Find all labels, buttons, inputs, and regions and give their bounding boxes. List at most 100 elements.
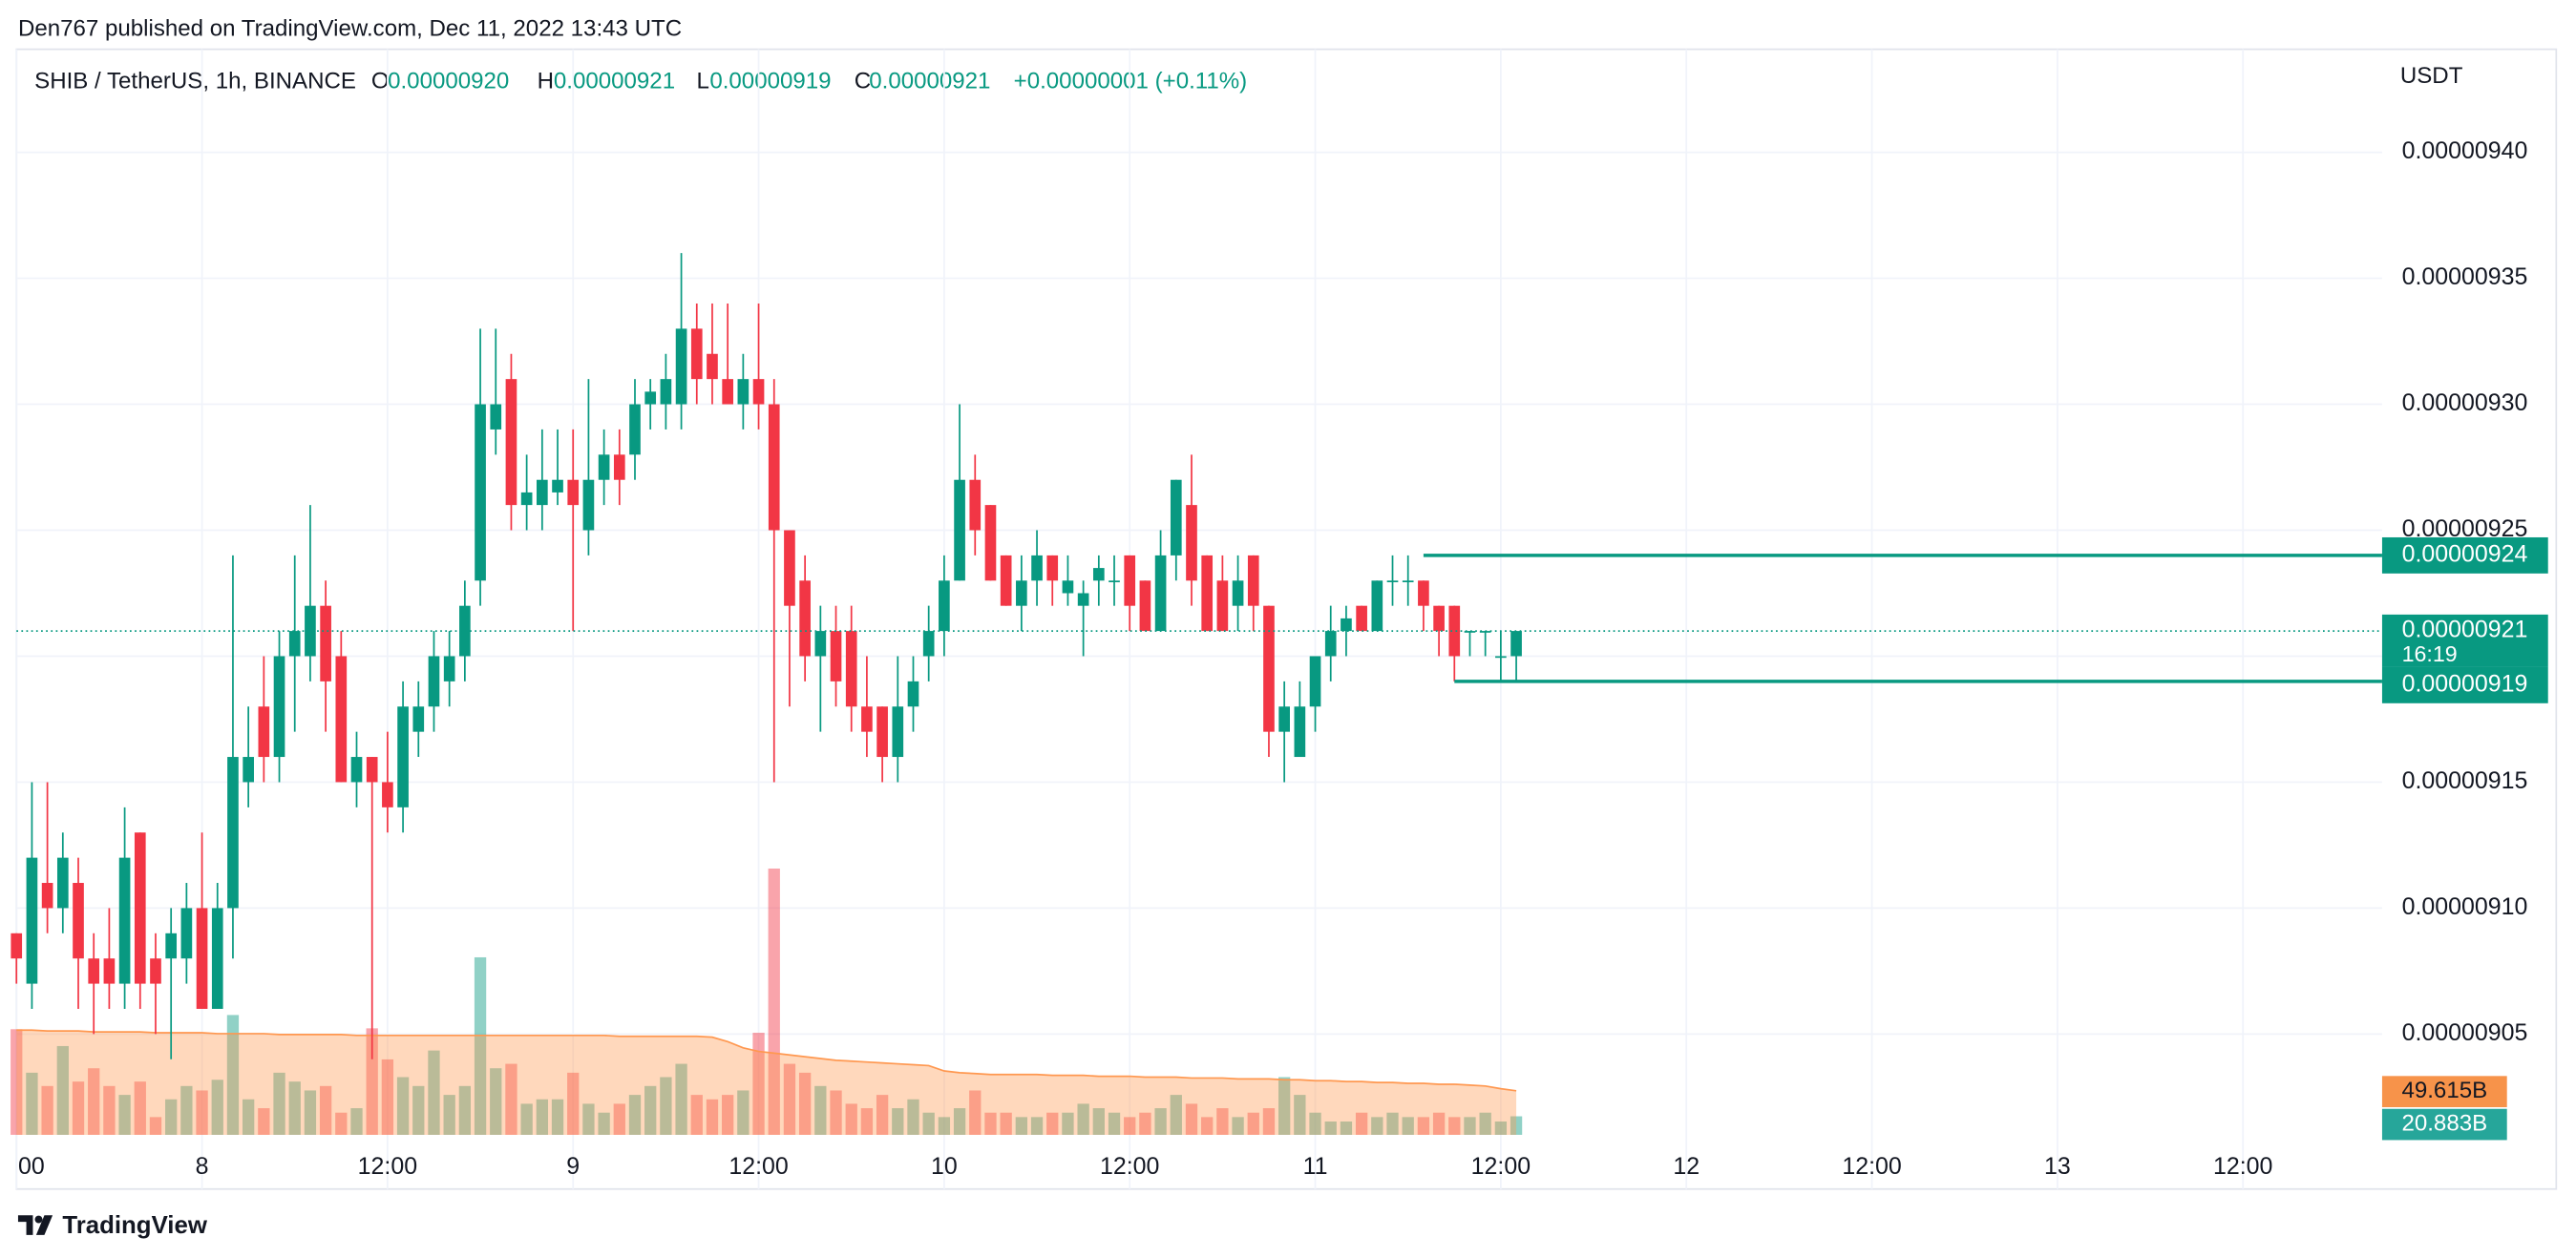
candle-body <box>180 908 193 959</box>
candle-body <box>428 656 440 707</box>
volume-bar <box>88 1068 100 1135</box>
volume-bar <box>1324 1122 1337 1135</box>
volume-bar <box>892 1108 904 1135</box>
candle-body <box>1448 605 1461 657</box>
volume-bar <box>690 1095 703 1135</box>
candle-body <box>475 404 486 581</box>
x-tick-label: 13 <box>2044 1153 2071 1180</box>
candle-body <box>273 656 285 758</box>
volume-bar <box>490 1068 502 1135</box>
volume-bar <box>443 1095 455 1135</box>
volume-bar <box>1294 1095 1306 1135</box>
volume-bar <box>520 1103 533 1135</box>
candle-body <box>1464 631 1476 633</box>
volume-bar <box>165 1099 178 1135</box>
volume-bar <box>706 1099 719 1135</box>
brand-name: TradingView <box>62 1212 207 1239</box>
candle-body <box>335 656 348 783</box>
volume-bar <box>103 1085 116 1135</box>
candle-body <box>320 605 331 681</box>
candle-body <box>1092 568 1105 581</box>
legend-value: 0.00000921 <box>554 68 675 94</box>
candle-body <box>243 757 254 783</box>
volume-bar <box>396 1077 410 1135</box>
candle-body <box>1232 580 1244 606</box>
volume-label: 20.883B <box>2401 1110 2487 1136</box>
volume-label-box <box>2381 1108 2507 1141</box>
x-tick-label: 00 <box>18 1153 45 1180</box>
candle-body <box>397 706 409 807</box>
candle-body <box>443 656 455 681</box>
volume-bar <box>1262 1108 1276 1135</box>
candle-body <box>629 404 641 455</box>
candle-body <box>876 706 888 758</box>
volume-bar <box>1046 1112 1059 1135</box>
candle-body <box>305 605 316 657</box>
x-tick-label: 12:00 <box>1471 1153 1531 1180</box>
volume-bar <box>211 1080 223 1135</box>
publisher-line: Den767 published on TradingView.com, Dec… <box>18 15 682 41</box>
y-tick-label: 0.00000910 <box>2402 893 2528 920</box>
price-label: 0.00000919 <box>2402 670 2528 697</box>
volume-bar <box>737 1090 750 1135</box>
y-tick-label: 0.00000915 <box>2402 767 2528 794</box>
volume-bar <box>56 1045 69 1135</box>
candle-body <box>892 706 904 758</box>
legend-value: 0.00000920 <box>388 68 509 94</box>
volume-bar <box>1015 1117 1028 1135</box>
volume-bar <box>1464 1117 1476 1135</box>
candle-body <box>258 706 270 758</box>
candle-body <box>830 631 842 681</box>
candle-body <box>1386 580 1399 583</box>
y-tick-label: 0.00000930 <box>2402 389 2528 416</box>
legend-value: 0.00000919 <box>709 68 831 94</box>
volume-bar <box>72 1081 85 1135</box>
candle-body <box>382 782 393 807</box>
volume-ma-area <box>16 1030 1517 1135</box>
volume-bar <box>258 1108 270 1135</box>
candle-body <box>969 479 982 531</box>
volume-ma-label-box <box>2381 1076 2507 1108</box>
volume-bar <box>1494 1122 1508 1135</box>
volume-bar <box>1340 1122 1353 1135</box>
candle-body <box>118 857 131 984</box>
candle-body <box>845 631 857 707</box>
symbol: SHIB / TetherUS, 1h, BINANCE <box>34 68 356 94</box>
volume-bar <box>1448 1117 1461 1135</box>
candle-body <box>598 454 610 480</box>
candle-body <box>814 631 827 657</box>
candle-body <box>41 883 53 909</box>
x-tick-label: 12:00 <box>358 1153 417 1180</box>
volume-bar <box>768 868 780 1135</box>
volume-bar <box>675 1063 687 1135</box>
volume-bar <box>830 1090 842 1135</box>
x-tick-label: 12:00 <box>1100 1153 1159 1180</box>
volume-bar <box>412 1085 425 1135</box>
candle-body <box>11 933 23 959</box>
volume-bar <box>118 1095 131 1135</box>
volume-bar <box>1479 1112 1491 1135</box>
x-tick-label: 11 <box>1303 1153 1328 1180</box>
volume-bar <box>1170 1095 1182 1135</box>
volume-bar <box>505 1063 517 1135</box>
volume-bar <box>1402 1117 1414 1135</box>
volume-bar <box>984 1112 997 1135</box>
candle-body <box>613 454 625 480</box>
volume-bar <box>350 1108 363 1135</box>
candle-body <box>1433 605 1445 632</box>
volume-bar <box>381 1059 394 1135</box>
volume-bar <box>1417 1117 1430 1135</box>
x-tick-label: 9 <box>566 1153 580 1180</box>
y-tick-label: 0.00000905 <box>2402 1019 2528 1046</box>
candle-body <box>103 958 116 984</box>
candle-body <box>56 857 69 909</box>
volume-bar <box>582 1103 595 1135</box>
volume-bar <box>845 1103 857 1135</box>
volume-bar <box>428 1050 440 1135</box>
volume-bar <box>536 1099 548 1135</box>
candle-body <box>1109 580 1120 583</box>
volume-bar <box>1108 1112 1121 1135</box>
volume-bar <box>953 1108 966 1135</box>
candle-body <box>752 379 765 405</box>
candle-body <box>1402 580 1414 583</box>
